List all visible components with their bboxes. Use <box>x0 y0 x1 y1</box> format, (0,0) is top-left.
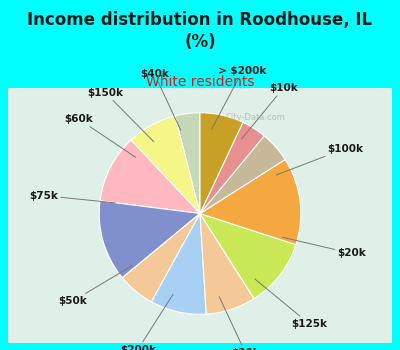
Text: $50k: $50k <box>58 266 132 306</box>
Wedge shape <box>122 214 200 302</box>
Text: $75k: $75k <box>29 190 115 203</box>
Wedge shape <box>100 140 200 214</box>
Text: $100k: $100k <box>276 144 364 175</box>
Text: > $200k: > $200k <box>212 66 266 129</box>
Wedge shape <box>175 113 200 214</box>
Wedge shape <box>200 136 285 214</box>
Wedge shape <box>200 214 296 299</box>
Wedge shape <box>200 113 243 214</box>
Text: $10k: $10k <box>242 83 298 139</box>
Wedge shape <box>99 201 200 278</box>
Wedge shape <box>152 214 206 314</box>
Text: City-Data.com: City-Data.com <box>226 113 285 122</box>
Wedge shape <box>200 122 264 214</box>
Text: White residents: White residents <box>146 75 254 89</box>
Text: $125k: $125k <box>255 279 327 329</box>
Wedge shape <box>200 214 254 314</box>
Text: $30k: $30k <box>219 297 260 350</box>
Text: Income distribution in Roodhouse, IL
(%): Income distribution in Roodhouse, IL (%) <box>28 10 372 51</box>
Text: $200k: $200k <box>120 294 173 350</box>
Text: $20k: $20k <box>282 237 366 258</box>
Wedge shape <box>131 116 200 214</box>
Text: $40k: $40k <box>140 69 181 130</box>
Text: $150k: $150k <box>87 88 154 142</box>
Text: $60k: $60k <box>64 114 136 157</box>
Wedge shape <box>200 160 301 245</box>
